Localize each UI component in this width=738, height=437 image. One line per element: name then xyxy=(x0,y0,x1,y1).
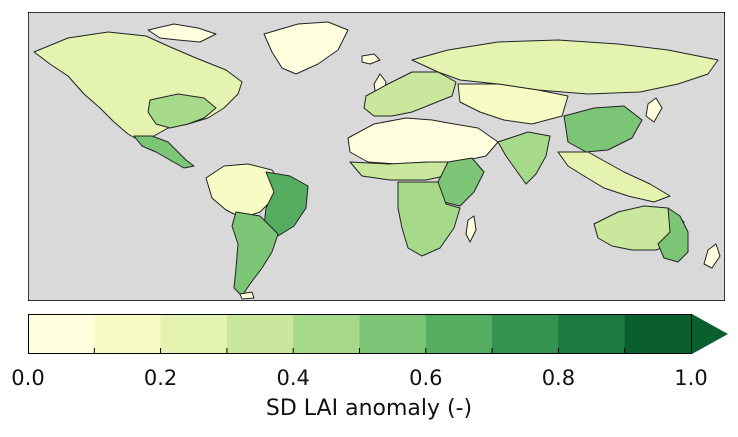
colorbar-bin-9 xyxy=(624,314,692,354)
region-greenland: Greenland xyxy=(263,21,349,75)
japan xyxy=(645,97,663,123)
colorbar-bin-0 xyxy=(28,314,95,354)
colorbar-frame xyxy=(28,314,692,354)
colorbar-bin-1 xyxy=(94,314,162,354)
colorbar-bin-4 xyxy=(293,314,360,354)
map-panel: North America Eastern United States Mexi… xyxy=(28,12,725,301)
colorbar-tick-label: 0.0 xyxy=(11,366,45,390)
region-southern-africa: Southern Africa xyxy=(397,181,461,257)
madagascar xyxy=(465,215,477,243)
world-map: North America Eastern United States Mexi… xyxy=(28,12,725,301)
colorbar-tick-label: 0.6 xyxy=(409,366,443,390)
colorbar-extend-arrow xyxy=(692,314,728,354)
colorbar-tick-label: 0.4 xyxy=(276,366,310,390)
region-southern-south-america: Southern South America xyxy=(231,211,279,297)
region-east-china: East China xyxy=(563,105,643,153)
colorbar-bin-5 xyxy=(359,314,427,354)
colorbar-title: SD LAI anomaly (-) xyxy=(265,396,473,421)
colorbar-bin-8 xyxy=(558,314,626,354)
colorbar-tick-label: 0.8 xyxy=(541,366,576,390)
colorbar-graphic xyxy=(28,314,728,354)
region-eastern-australia: Eastern Australia xyxy=(657,207,689,263)
region-mexico: Mexico xyxy=(133,135,195,169)
colorbar-bin-6 xyxy=(425,314,493,354)
region-sahara-arabia: Sahara and Arabia xyxy=(347,117,499,165)
arctic-islands xyxy=(147,23,217,43)
region-eastern-united-states: Eastern United States xyxy=(147,93,217,129)
region-india: India xyxy=(497,131,551,185)
colorbar-tick-label: 0.2 xyxy=(143,366,178,390)
iceland xyxy=(361,53,381,65)
colorbar-tick-label: 1.0 xyxy=(674,366,708,390)
tierra-del-fuego xyxy=(239,291,255,300)
colorbar-bin-2 xyxy=(160,314,228,354)
colorbar-bin-7 xyxy=(492,314,559,354)
new-zealand xyxy=(703,243,721,269)
region-eastern-brazil: Eastern Brazil xyxy=(263,171,309,237)
region-europe: Europe xyxy=(363,71,457,117)
colorbar-bin-3 xyxy=(226,314,294,354)
colorbar xyxy=(28,314,728,354)
region-central-asia: Central Asia xyxy=(457,83,569,125)
region-russia-siberia: Russia / Siberia xyxy=(411,39,719,95)
region-southeast-asia: Australia interior xyxy=(557,151,671,203)
